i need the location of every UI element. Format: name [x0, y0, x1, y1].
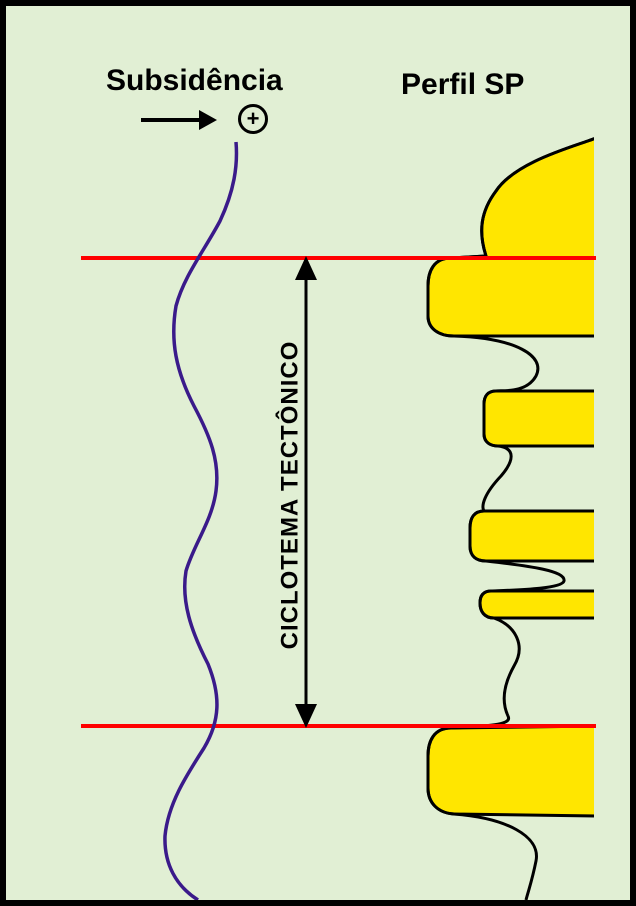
diagram-frame: Subsidência Perfil SP + CICLOTEMA TECTÔN… [0, 0, 636, 906]
right-mask [594, 136, 630, 900]
subsidence-curve [165, 142, 237, 900]
diagram-svg [6, 6, 630, 900]
